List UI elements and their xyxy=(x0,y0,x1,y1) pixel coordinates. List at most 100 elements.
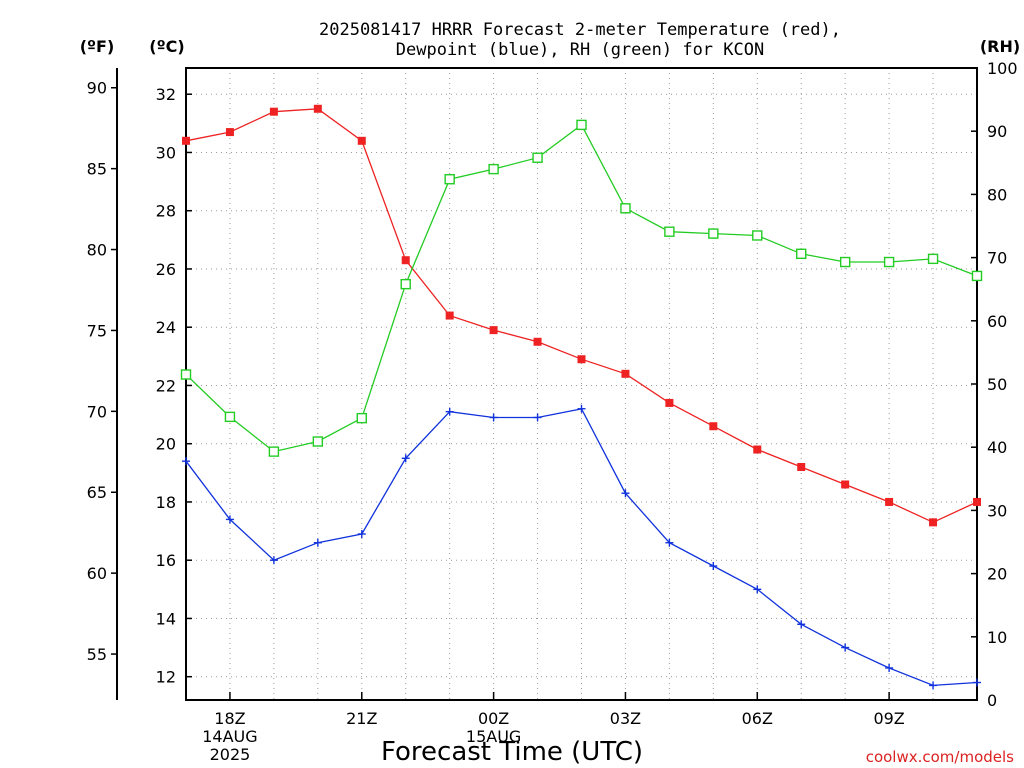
temperature-data-point xyxy=(621,369,630,378)
rh-tick-label: 0 xyxy=(987,691,997,710)
temperature-data-point xyxy=(753,445,762,454)
dewpoint-data-point xyxy=(401,454,410,463)
dewpoint-data-point xyxy=(313,538,322,547)
temperature-data-point xyxy=(533,337,542,346)
dewpoint-data-point xyxy=(621,489,630,498)
rh-data-point xyxy=(532,152,543,163)
x-tick-label: 03Z xyxy=(610,709,641,728)
rh-data-point xyxy=(488,163,499,175)
fahrenheit-tick-label: 60 xyxy=(87,564,107,583)
rh-data-point xyxy=(356,412,367,424)
tick-labels: 55 60 65 70 75 80 85 90 12 14 16 18 20 22 24 26 28 30 32 0 1… xyxy=(87,59,1018,764)
x-tick-label: 15AUG xyxy=(466,727,521,746)
dewpoint-data-point xyxy=(797,620,806,629)
dewpoint-data-point xyxy=(533,413,542,422)
temperature-data-point xyxy=(445,311,454,320)
dewpoint-data-point xyxy=(665,538,674,547)
x-tick-label: 14AUG xyxy=(202,727,257,746)
fahrenheit-tick-label: 55 xyxy=(87,645,107,664)
credit-text: coolwx.com/models xyxy=(866,748,1014,766)
rh-tick-label: 10 xyxy=(987,628,1007,647)
rh-data-point xyxy=(576,119,587,131)
temperature-series-line xyxy=(185,108,978,524)
fahrenheit-tick-label: 85 xyxy=(87,160,107,179)
rh-data-point xyxy=(444,174,455,185)
rh-tick-label: 30 xyxy=(987,501,1007,520)
temperature-data-point xyxy=(797,463,806,472)
fahrenheit-tick-label: 70 xyxy=(87,402,107,421)
x-tick-label: 09Z xyxy=(873,709,904,728)
temperature-data-point xyxy=(929,518,938,527)
rh-tick-label: 50 xyxy=(987,375,1007,394)
dewpoint-data-point xyxy=(753,585,762,594)
temperature-data-point xyxy=(665,398,674,407)
dewpoint-data-point xyxy=(841,643,850,652)
temperature-data-point xyxy=(225,128,234,137)
dewpoint-data-point xyxy=(445,407,454,416)
rh-tick-label: 80 xyxy=(987,185,1007,204)
celsius-tick-label: 24 xyxy=(156,318,176,337)
x-tick-label: 00Z xyxy=(478,709,509,728)
temperature-data-point xyxy=(489,326,498,335)
celsius-tick-label: 26 xyxy=(156,260,176,279)
fahrenheit-tick-label: 90 xyxy=(87,79,107,98)
temperature-data-point xyxy=(841,480,850,489)
dewpoint-data-point xyxy=(269,556,278,565)
temperature-data-point xyxy=(313,104,322,113)
celsius-tick-label: 20 xyxy=(156,435,176,454)
rh-data-point xyxy=(180,369,192,380)
data-series xyxy=(180,104,983,690)
rh-data-point xyxy=(796,248,807,260)
rh-tick-label: 100 xyxy=(987,59,1018,78)
rh-data-point xyxy=(224,411,236,423)
rh-tick-label: 70 xyxy=(987,249,1007,268)
celsius-tick-label: 12 xyxy=(156,668,176,687)
rh-data-point xyxy=(400,278,411,290)
temperature-data-point xyxy=(577,355,586,364)
dewpoint-data-point xyxy=(225,515,234,524)
temperature-data-point xyxy=(973,497,981,506)
temperature-data-point xyxy=(182,136,190,145)
dewpoint-data-point xyxy=(489,413,498,422)
rh-data-point xyxy=(312,436,324,447)
temperature-data-point xyxy=(709,422,718,431)
chart-title-line1: 2025081417 HRRR Forecast 2-meter Tempera… xyxy=(319,20,841,40)
chart-axes xyxy=(111,67,978,701)
x-tick-label: 18Z xyxy=(214,709,245,728)
x-tick-label: 21Z xyxy=(346,709,377,728)
temperature-data-point xyxy=(885,497,894,506)
celsius-tick-label: 16 xyxy=(156,551,176,570)
celsius-tick-label: 30 xyxy=(156,143,176,162)
chart-title-line2: Dewpoint (blue), RH (green) for KCON xyxy=(396,40,764,60)
rh-tick-label: 60 xyxy=(987,312,1007,331)
rh-data-point xyxy=(971,270,983,282)
fahrenheit-tick-label: 75 xyxy=(87,321,107,340)
grid-lines xyxy=(186,68,977,700)
dewpoint-data-point xyxy=(357,529,366,538)
temperature-data-point xyxy=(401,256,410,265)
rh-data-point xyxy=(927,253,939,265)
rh-tick-label: 20 xyxy=(987,565,1007,584)
celsius-tick-label: 18 xyxy=(156,493,176,512)
fahrenheit-unit-label: (ºF) xyxy=(80,37,115,56)
celsius-unit-label: (ºC) xyxy=(149,37,184,56)
x-tick-label: 06Z xyxy=(742,709,773,728)
dewpoint-data-point xyxy=(885,663,894,672)
dewpoint-data-point xyxy=(973,678,981,687)
fahrenheit-tick-label: 65 xyxy=(87,483,107,502)
temperature-data-point xyxy=(269,107,278,116)
x-axis-title: Forecast Time (UTC) xyxy=(381,737,643,767)
rh-data-point xyxy=(839,256,851,268)
rh-tick-label: 40 xyxy=(987,438,1007,457)
dewpoint-data-point xyxy=(709,562,718,571)
rh-data-point xyxy=(883,256,895,268)
celsius-tick-label: 32 xyxy=(156,85,176,104)
temperature-data-point xyxy=(357,136,366,145)
celsius-tick-label: 22 xyxy=(156,376,176,395)
rh-data-point xyxy=(752,230,763,241)
rh-unit-label: (RH) xyxy=(980,37,1020,56)
x-tick-label: 2025 xyxy=(210,745,251,764)
celsius-tick-label: 28 xyxy=(156,202,176,221)
fahrenheit-tick-label: 80 xyxy=(87,241,107,260)
